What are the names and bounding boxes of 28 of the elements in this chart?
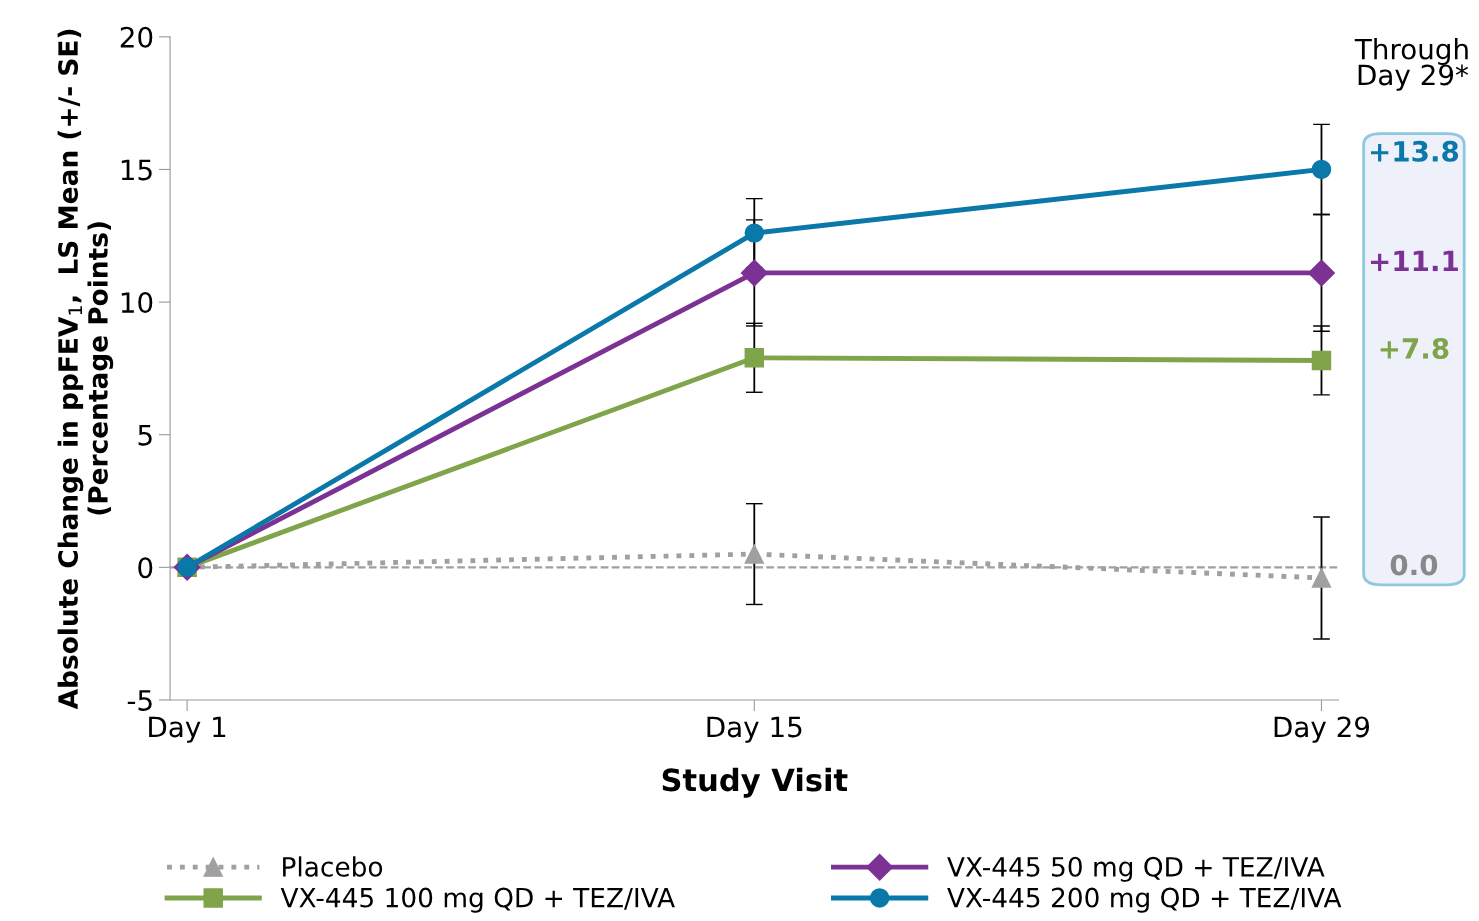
point xyxy=(740,259,768,287)
text: +7.8 xyxy=(1380,337,1449,359)
x-tick-label: Day 15 xyxy=(707,716,802,743)
point xyxy=(744,544,765,564)
text: 0.0 xyxy=(1390,554,1438,576)
legend-label: VX-445 200 mg QD + TEZ/IVA xyxy=(947,887,1342,913)
legend-label: VX-445 100 mg QD + TEZ/IVA xyxy=(280,887,675,913)
y-tick-label: 5 xyxy=(138,425,152,446)
y-tick-label: 10 xyxy=(121,292,153,314)
legend-label: Placebo xyxy=(283,856,383,877)
text: +11.1 xyxy=(1370,250,1458,272)
point xyxy=(1308,259,1335,287)
point xyxy=(744,348,765,368)
point xyxy=(1311,159,1332,180)
x-axis-title: Study Visit xyxy=(662,767,848,798)
y-axis-title: Absolute Change in ppFEV$_{1}$, LS Mean (+/- SE) (Percentage Points) xyxy=(57,29,114,710)
point xyxy=(1311,350,1332,371)
point xyxy=(744,223,765,243)
y-tick-label: 0 xyxy=(138,557,153,579)
text: Through Day 29* xyxy=(1354,38,1469,91)
y-tick-label: -5 xyxy=(127,690,152,711)
legend-label: VX-445 50 mg QD + TEZ/IVA xyxy=(947,856,1325,882)
x-tick-label: Day 1 xyxy=(149,716,226,743)
point xyxy=(1311,568,1332,588)
y-tick-label: 20 xyxy=(120,26,153,48)
y-tick-label: 15 xyxy=(121,159,152,181)
x-tick-label: Day 29 xyxy=(1274,716,1370,743)
text: +13.8 xyxy=(1370,140,1459,162)
